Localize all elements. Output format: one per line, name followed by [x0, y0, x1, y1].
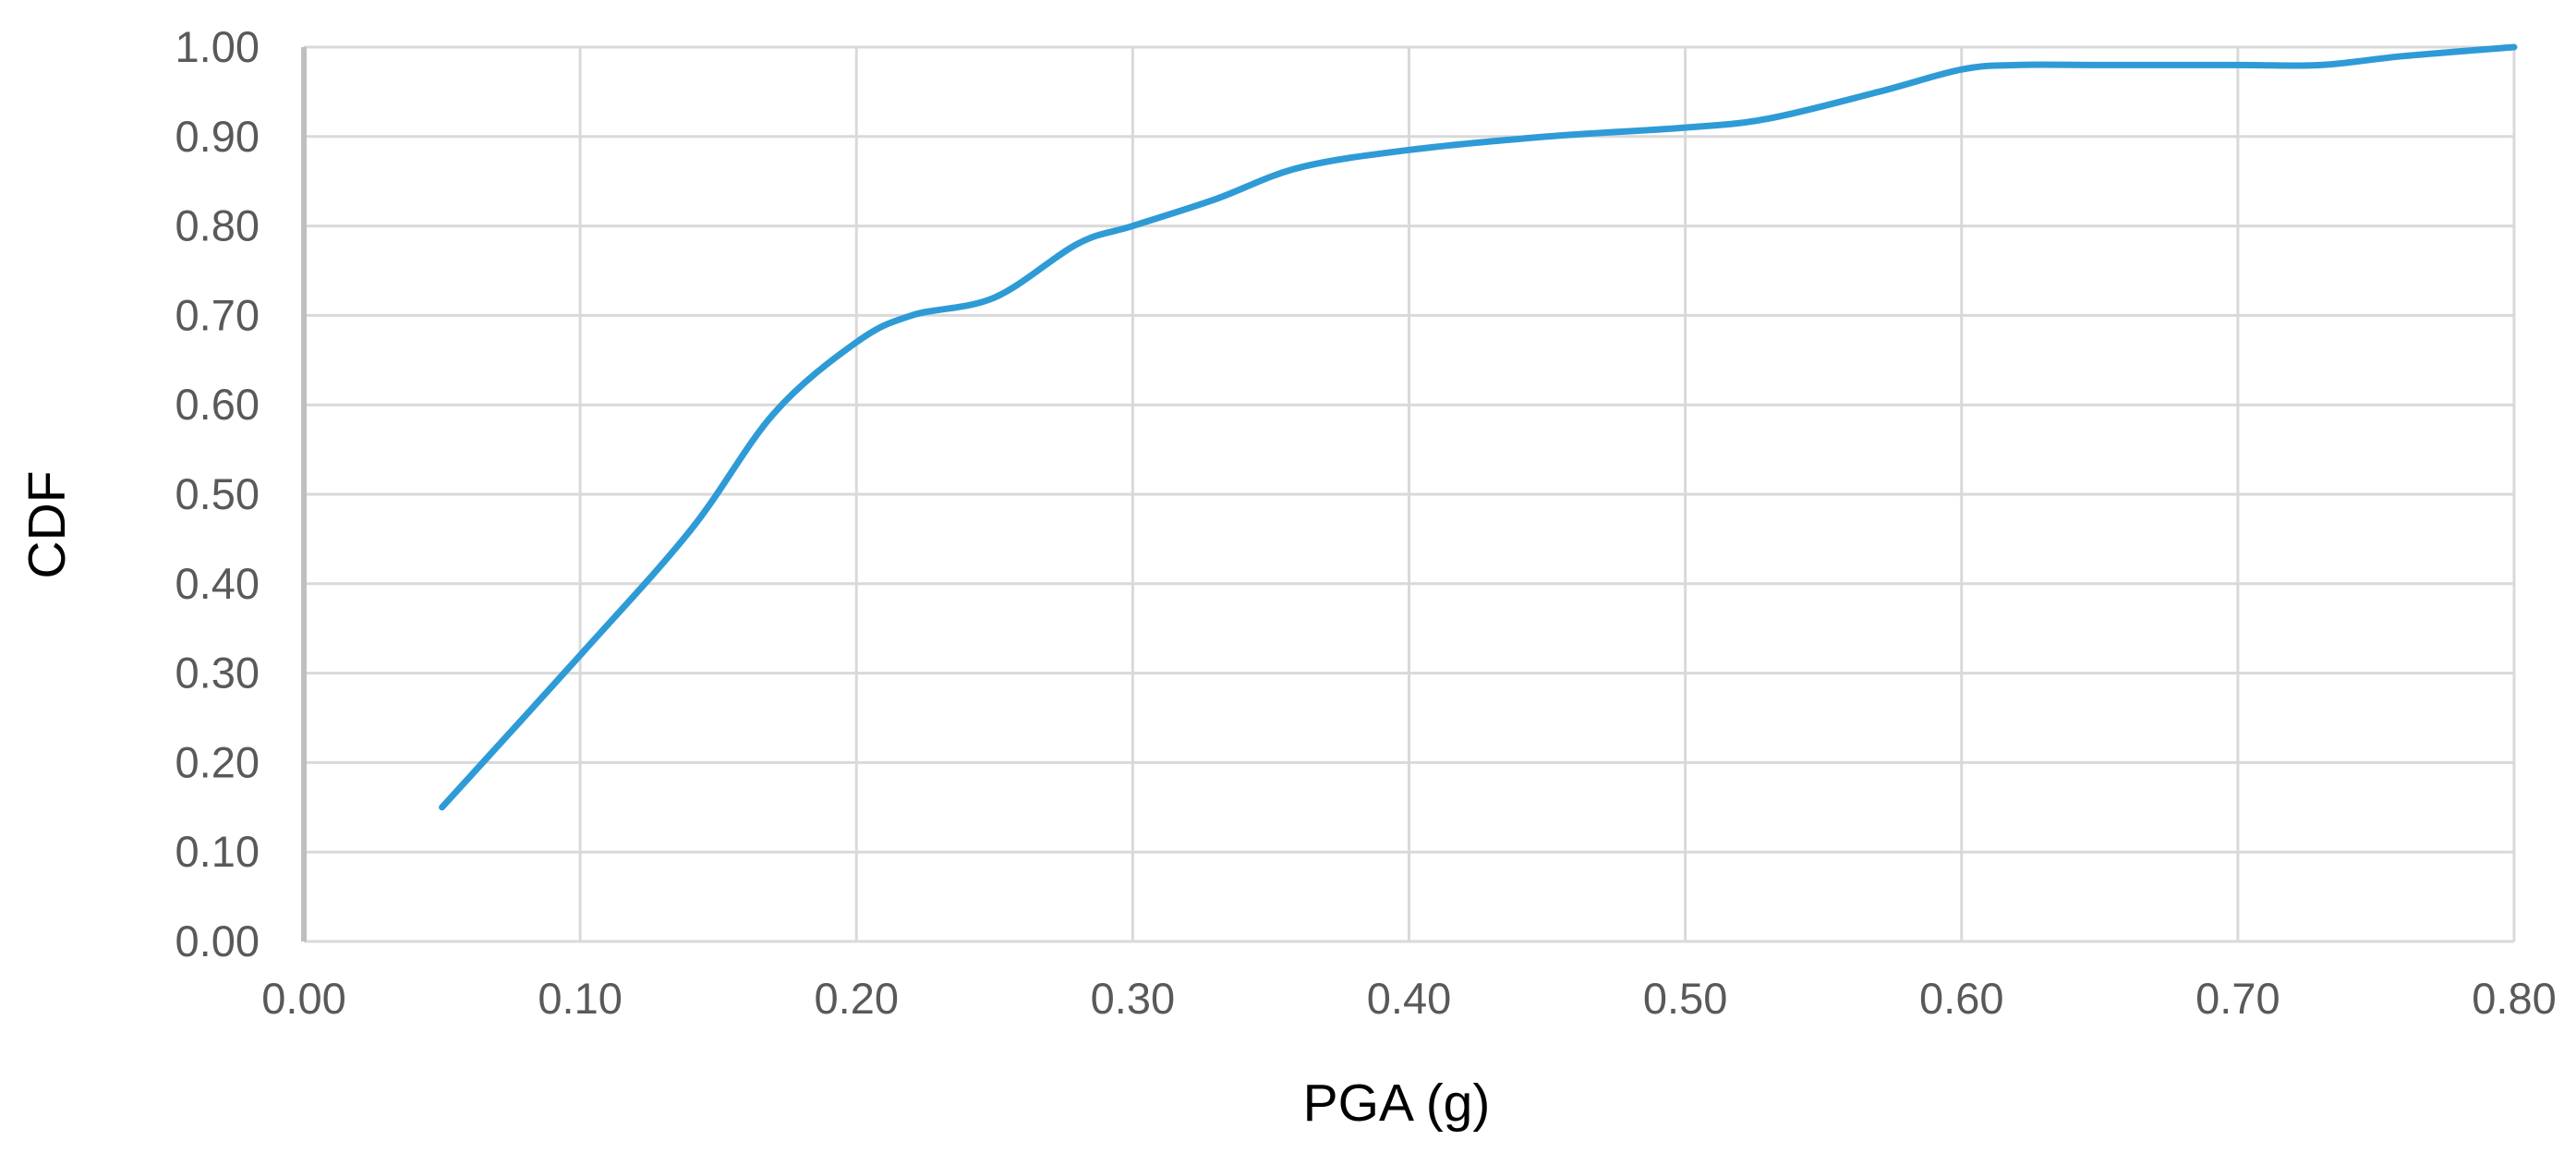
y-tick-label: 0.40: [175, 559, 260, 608]
x-tick-label: 0.80: [2472, 974, 2556, 1023]
y-tick-label: 1.00: [175, 22, 260, 71]
x-tick-label: 0.10: [538, 974, 622, 1023]
y-tick-label: 0.00: [175, 916, 260, 965]
x-tick-label: 0.00: [261, 974, 345, 1023]
grid-lines: [304, 45, 2516, 943]
series-line: [439, 43, 2518, 811]
x-tick-label: 0.70: [2195, 974, 2280, 1023]
y-tick-label: 0.20: [175, 737, 260, 786]
y-axis-title: CDF: [18, 470, 77, 578]
x-tick-label: 0.30: [1091, 974, 1175, 1023]
x-tick-label: 0.20: [815, 974, 899, 1023]
y-tick-label: 0.70: [175, 290, 260, 339]
series-layer: [439, 43, 2518, 811]
y-tick-label: 0.30: [175, 649, 260, 698]
y-tick-label: 0.50: [175, 469, 260, 518]
y-tick-label: 0.90: [175, 112, 260, 161]
y-tick-label: 0.60: [175, 380, 260, 429]
tick-labels: 0.00 0.10 0.20 0.30 0.40 0.50 0.60 0.70 0.80 0.90…: [175, 22, 2557, 1023]
x-axis-title: PGA (g): [1303, 1074, 1491, 1133]
y-tick-label: 0.80: [175, 201, 260, 250]
y-tick-label: 0.10: [175, 827, 260, 876]
x-tick-label: 0.60: [1919, 974, 2003, 1023]
x-tick-label: 0.50: [1643, 974, 1727, 1023]
x-tick-label: 0.40: [1367, 974, 1451, 1023]
